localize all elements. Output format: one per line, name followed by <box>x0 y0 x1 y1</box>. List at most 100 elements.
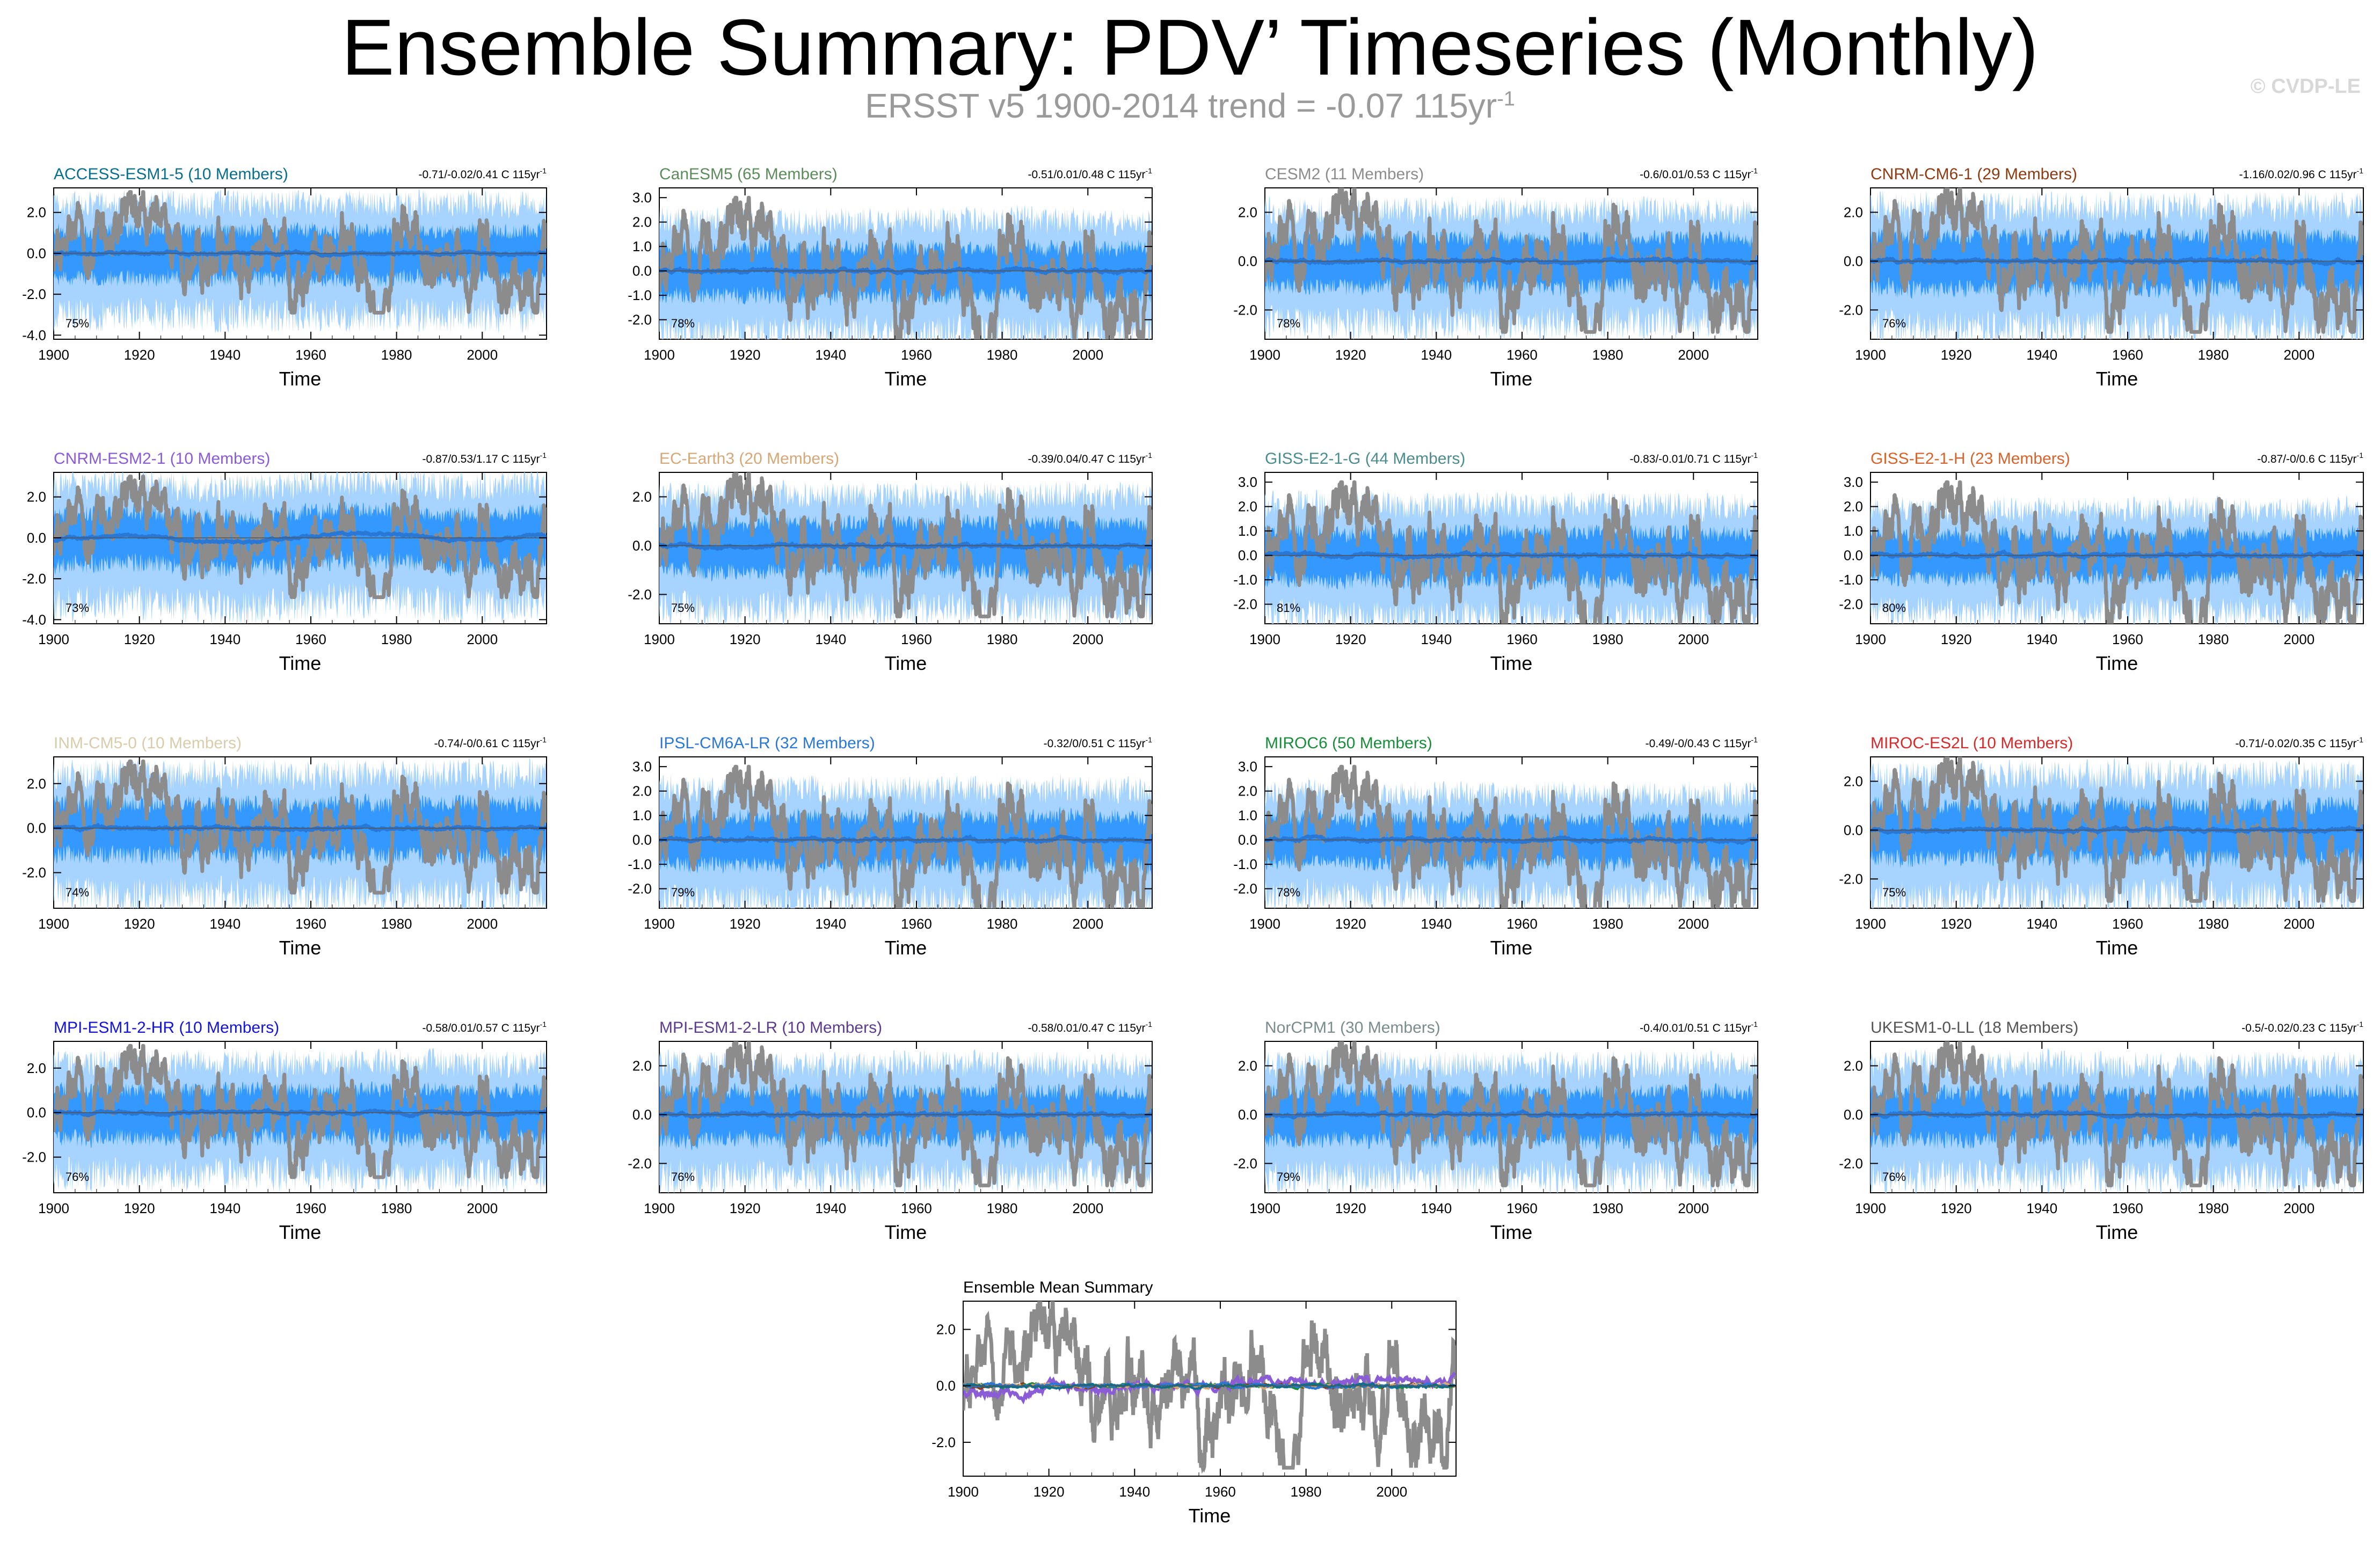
panel-trend: -0.51/0.01/0.48 C 115yr-1 <box>1028 166 1152 181</box>
y-tick-label: 2.0 <box>632 214 652 230</box>
chart-panel-15: 1900 1920 1940 1960 1980 2000 2.0 0.0 -2.0 UKESM1… <box>1839 1019 2364 1243</box>
y-tick-label: 2.0 <box>27 1060 46 1076</box>
x-tick-label: 2000 <box>1376 1484 1407 1500</box>
panel-title: UKESM1-0-LL (18 Members) <box>1870 1019 2078 1037</box>
y-tick-label: 2.0 <box>27 489 46 505</box>
x-tick-label: 1940 <box>1421 347 1452 363</box>
y-tick-label: 0.0 <box>1844 822 1863 838</box>
y-tick-label: -1.0 <box>1233 572 1257 588</box>
observed-series-line <box>659 764 1152 908</box>
x-tick-label: 1900 <box>1855 631 1886 647</box>
y-tick-label: -2.0 <box>931 1434 956 1450</box>
panel-pct: 74% <box>65 886 89 899</box>
panel-trend-text: -0.71/-0.02/0.41 C 115yr <box>418 169 540 181</box>
panel-trend-sup: -1 <box>540 735 547 744</box>
observed-series-line <box>659 195 1152 339</box>
x-tick-label: 2000 <box>1678 631 1709 647</box>
x-tick-label: 2000 <box>1072 1200 1103 1216</box>
plot-area <box>1265 764 1758 908</box>
x-tick-label: 1920 <box>1335 347 1366 363</box>
x-tick-label: 1920 <box>730 347 761 363</box>
panel-trend-text: -0.87/0.53/1.17 C 115yr <box>422 453 540 465</box>
y-tick-label: 3.0 <box>632 189 652 206</box>
x-tick-label: 2000 <box>2283 1200 2315 1216</box>
x-tick-label: 1980 <box>381 631 412 647</box>
ensemble-mean-line <box>54 249 547 258</box>
plot-area <box>659 195 1152 339</box>
panel-title: Ensemble Mean Summary <box>963 1279 1153 1296</box>
x-tick-label: 1920 <box>1941 1200 1972 1216</box>
plot-area <box>1870 1041 2363 1193</box>
panel-xlabel: Time <box>2096 652 2138 674</box>
panel-trend: -0.32/0/0.51 C 115yr-1 <box>1044 735 1153 750</box>
panel-trend-sup: -1 <box>2357 735 2364 744</box>
panel-xlabel: Time <box>279 368 322 390</box>
panel-trend-sup: -1 <box>1146 166 1153 175</box>
chart-panel-9: 1900 1920 1940 1960 1980 2000 3.0 2.0 1.0 0.0 -1.0… <box>628 734 1153 959</box>
x-tick-label: 1960 <box>1205 1484 1236 1500</box>
x-tick-label: 1960 <box>2112 347 2143 363</box>
observed-series-line <box>659 1041 1152 1187</box>
x-tick-label: 1940 <box>209 347 241 363</box>
x-tick-label: 2000 <box>2283 347 2315 363</box>
ensemble-mean-line <box>1265 834 1758 845</box>
plot-area <box>659 1041 1152 1193</box>
panel-pct: 76% <box>671 1170 695 1184</box>
chart-panel-11: 1900 1920 1940 1960 1980 2000 2.0 0.0 -2.0 MIROC-… <box>1839 734 2364 959</box>
y-tick-label: -2.0 <box>1839 596 1863 612</box>
chart-panel-14: 1900 1920 1940 1960 1980 2000 2.0 0.0 -2.0 NorCPM… <box>1233 1019 1758 1243</box>
x-tick-label: 1940 <box>2026 631 2057 647</box>
panel-trend: -0.6/0.01/0.53 C 115yr-1 <box>1640 166 1758 181</box>
panel-trend: -1.16/0.02/0.96 C 115yr-1 <box>2239 166 2363 181</box>
x-tick-label: 1920 <box>124 916 155 932</box>
y-tick-label: -2.0 <box>628 586 652 602</box>
panel-xlabel: Time <box>2096 937 2138 959</box>
panel-xlabel: Time <box>2096 368 2138 390</box>
x-tick-label: 1900 <box>1249 631 1280 647</box>
x-tick-label: 2000 <box>1072 347 1103 363</box>
panel-trend-sup: -1 <box>1751 1020 1758 1028</box>
x-tick-label: 1960 <box>901 347 932 363</box>
x-tick-label: 1920 <box>124 1200 155 1216</box>
y-tick-label: -2.0 <box>1233 596 1257 612</box>
panel-trend: -0.87/-0/0.6 C 115yr-1 <box>2257 451 2363 465</box>
y-tick-label: 3.0 <box>1238 474 1257 490</box>
panel-title: MPI-ESM1-2-LR (10 Members) <box>659 1019 882 1037</box>
chart-panel-3: 1900 1920 1940 1960 1980 2000 2.0 0.0 -2.0 CNRM-C… <box>1839 165 2364 390</box>
x-tick-label: 1920 <box>1941 916 1972 932</box>
x-tick-label: 2000 <box>1678 916 1709 932</box>
panel-xlabel: Time <box>885 652 927 674</box>
y-tick-label: 2.0 <box>1238 204 1257 220</box>
x-tick-label: 1960 <box>295 916 326 932</box>
x-tick-label: 1960 <box>1506 347 1538 363</box>
panel-pct: 79% <box>671 886 695 899</box>
panel-trend: -0.58/0.01/0.47 C 115yr-1 <box>1028 1020 1152 1034</box>
chart-panel-16: 1900 1920 1940 1960 1980 2000 2.0 0.0 -2.0 Ensemb… <box>931 1279 1457 1527</box>
x-tick-label: 1940 <box>2026 916 2057 932</box>
y-tick-label: 0.0 <box>27 820 46 836</box>
chart-panel-8: 1900 1920 1940 1960 1980 2000 2.0 0.0 -2.0 INM-CM… <box>22 734 547 959</box>
panel-title: MPI-ESM1-2-HR (10 Members) <box>54 1019 279 1037</box>
y-tick-label: 2.0 <box>936 1322 956 1338</box>
plot-area <box>54 472 547 624</box>
x-tick-label: 1940 <box>209 631 241 647</box>
model-mean-line-5 <box>963 1382 1455 1390</box>
y-tick-label: -2.0 <box>628 1155 652 1171</box>
chart-title: Ensemble Summary: PDV’ Timeseries (Month… <box>341 3 2039 92</box>
plot-area <box>1870 188 2363 339</box>
observed-series-line <box>54 190 547 315</box>
panel-xlabel: Time <box>1490 368 1533 390</box>
x-tick-label: 1940 <box>209 1200 241 1216</box>
panel-xlabel: Time <box>2096 1221 2138 1243</box>
panel-pct: 78% <box>1277 317 1300 330</box>
panel-trend: -0.39/0.04/0.47 C 115yr-1 <box>1028 451 1152 465</box>
y-tick-label: 3.0 <box>1844 474 1863 490</box>
y-tick-label: 3.0 <box>632 758 652 775</box>
panel-pct: 75% <box>671 601 695 615</box>
panel-pct: 78% <box>671 317 695 330</box>
x-tick-label: 1920 <box>1033 1484 1065 1500</box>
observed-series-line <box>1870 1041 2363 1187</box>
x-tick-label: 1940 <box>1421 631 1452 647</box>
x-tick-label: 1900 <box>38 631 69 647</box>
ensemble-mean-line <box>54 1108 547 1119</box>
